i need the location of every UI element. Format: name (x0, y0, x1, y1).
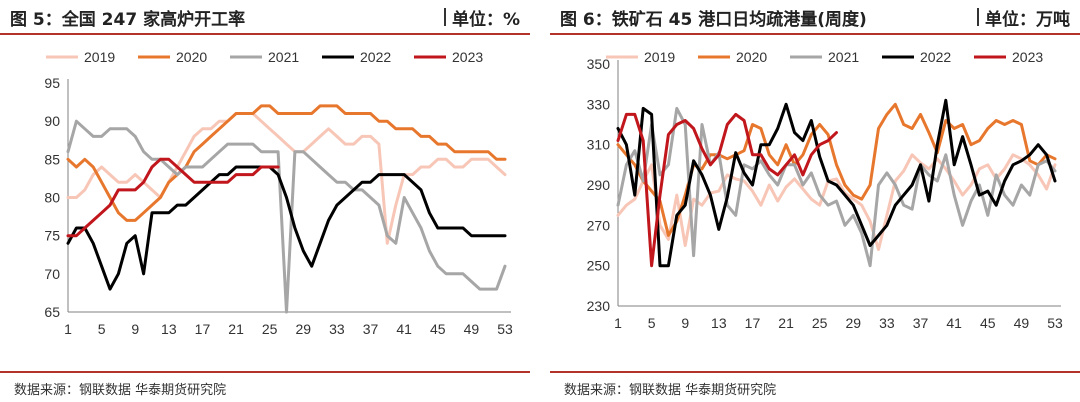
x-tick-label: 29 (296, 321, 312, 337)
x-tick-label: 17 (195, 321, 211, 337)
legend-label-2022: 2022 (920, 49, 951, 65)
x-tick-label: 49 (464, 321, 480, 337)
legend-label-2021: 2021 (828, 49, 859, 65)
legend-label-2020: 2020 (176, 49, 207, 65)
x-tick-label: 25 (262, 321, 278, 337)
y-tick-label: 90 (44, 113, 60, 129)
footer-rule (550, 371, 1080, 373)
x-tick-label: 37 (913, 315, 929, 331)
y-tick-label: 230 (587, 298, 611, 314)
line-chart-port-evacuation: 230 250 270 290 310 330 350 1 5 9 13 17 21 25 29 33 37 41… (587, 49, 1063, 331)
x-tick-label: 53 (497, 321, 513, 337)
unit-label-wrap: 单位：% (443, 5, 520, 30)
y-tick-label: 70 (44, 266, 60, 282)
x-tick-label: 21 (228, 321, 244, 337)
y-tick-label: 290 (587, 177, 611, 193)
y-tick-label: 80 (44, 190, 60, 206)
x-tick-label: 1 (614, 315, 622, 331)
y-tick-label: 330 (587, 96, 611, 112)
x-tick-label: 53 (1047, 315, 1063, 331)
chart-panel-left: 图 5：全国 247 家高炉开工率 单位：% 65 70 75 80 85 90 95 1 5 9… (0, 0, 530, 402)
x-tick-label: 1 (64, 321, 72, 337)
series-line-2020 (66, 104, 507, 222)
x-tick-label: 49 (1014, 315, 1030, 331)
legend-label-2021: 2021 (268, 49, 299, 65)
y-tick-label: 65 (44, 304, 60, 320)
unit-separator (443, 8, 446, 26)
x-tick-label: 45 (430, 321, 446, 337)
chart-panel-right: 图 6：铁矿石 45 港口日均疏港量(周度) 单位：万吨 230 250 270 29… (550, 0, 1080, 402)
y-tick-label: 85 (44, 151, 60, 167)
x-tick-label: 33 (329, 321, 345, 337)
series-line-2022 (616, 98, 1057, 268)
x-tick-label: 41 (396, 321, 412, 337)
x-tick-label: 5 (648, 315, 656, 331)
x-tick-label: 13 (161, 321, 177, 337)
x-tick-label: 45 (980, 315, 996, 331)
header-rule (0, 33, 530, 35)
x-tick-label: 25 (812, 315, 828, 331)
series-line-2019 (66, 112, 507, 245)
source-note: 数据来源：钢联数据 华泰期货研究院 (564, 383, 777, 398)
legend-label-2019: 2019 (644, 49, 675, 65)
chart-header: 图 6：铁矿石 45 港口日均疏港量(周度) 单位：万吨 (560, 4, 1070, 30)
line-chart-blast-furnace: 65 70 75 80 85 90 95 1 5 9 13 17 21 25 29 33 37 41 45 49 53 2… (44, 49, 513, 337)
unit-label: 单位：% (451, 9, 520, 30)
x-tick-label: 9 (681, 315, 689, 331)
footer-rule (0, 371, 530, 373)
source-note: 数据来源：钢联数据 华泰期货研究院 (14, 383, 227, 398)
y-tick-label: 250 (587, 258, 611, 274)
y-tick-label: 95 (44, 75, 60, 91)
chart-title: 图 6：铁矿石 45 港口日均疏港量(周度) (560, 9, 867, 30)
unit-label: 单位：万吨 (985, 9, 1070, 30)
legend-label-2023: 2023 (452, 49, 483, 65)
series-line-2023 (66, 157, 280, 238)
x-tick-label: 21 (778, 315, 794, 331)
x-tick-label: 9 (131, 321, 139, 337)
x-tick-label: 5 (98, 321, 106, 337)
y-tick-label: 270 (587, 217, 611, 233)
unit-separator (977, 8, 979, 26)
series-line-2021 (66, 119, 507, 314)
series-line-2023 (616, 112, 838, 268)
x-tick-label: 13 (711, 315, 727, 331)
y-tick-label: 310 (587, 137, 611, 153)
chart-header: 图 5：全国 247 家高炉开工率 单位：% (10, 4, 520, 30)
unit-label-wrap: 单位：万吨 (977, 5, 1070, 30)
legend-label-2020: 2020 (736, 49, 767, 65)
y-tick-label: 75 (44, 228, 60, 244)
y-tick-label: 350 (587, 56, 611, 72)
x-tick-label: 33 (879, 315, 895, 331)
chart-title: 图 5：全国 247 家高炉开工率 (10, 9, 246, 30)
x-tick-label: 41 (946, 315, 962, 331)
x-tick-label: 29 (846, 315, 862, 331)
x-tick-label: 37 (363, 321, 379, 337)
x-tick-label: 17 (745, 315, 761, 331)
legend-label-2023: 2023 (1012, 49, 1043, 65)
legend-label-2019: 2019 (84, 49, 115, 65)
header-rule (550, 33, 1080, 35)
series-line-2022 (66, 165, 507, 291)
legend-label-2022: 2022 (360, 49, 391, 65)
